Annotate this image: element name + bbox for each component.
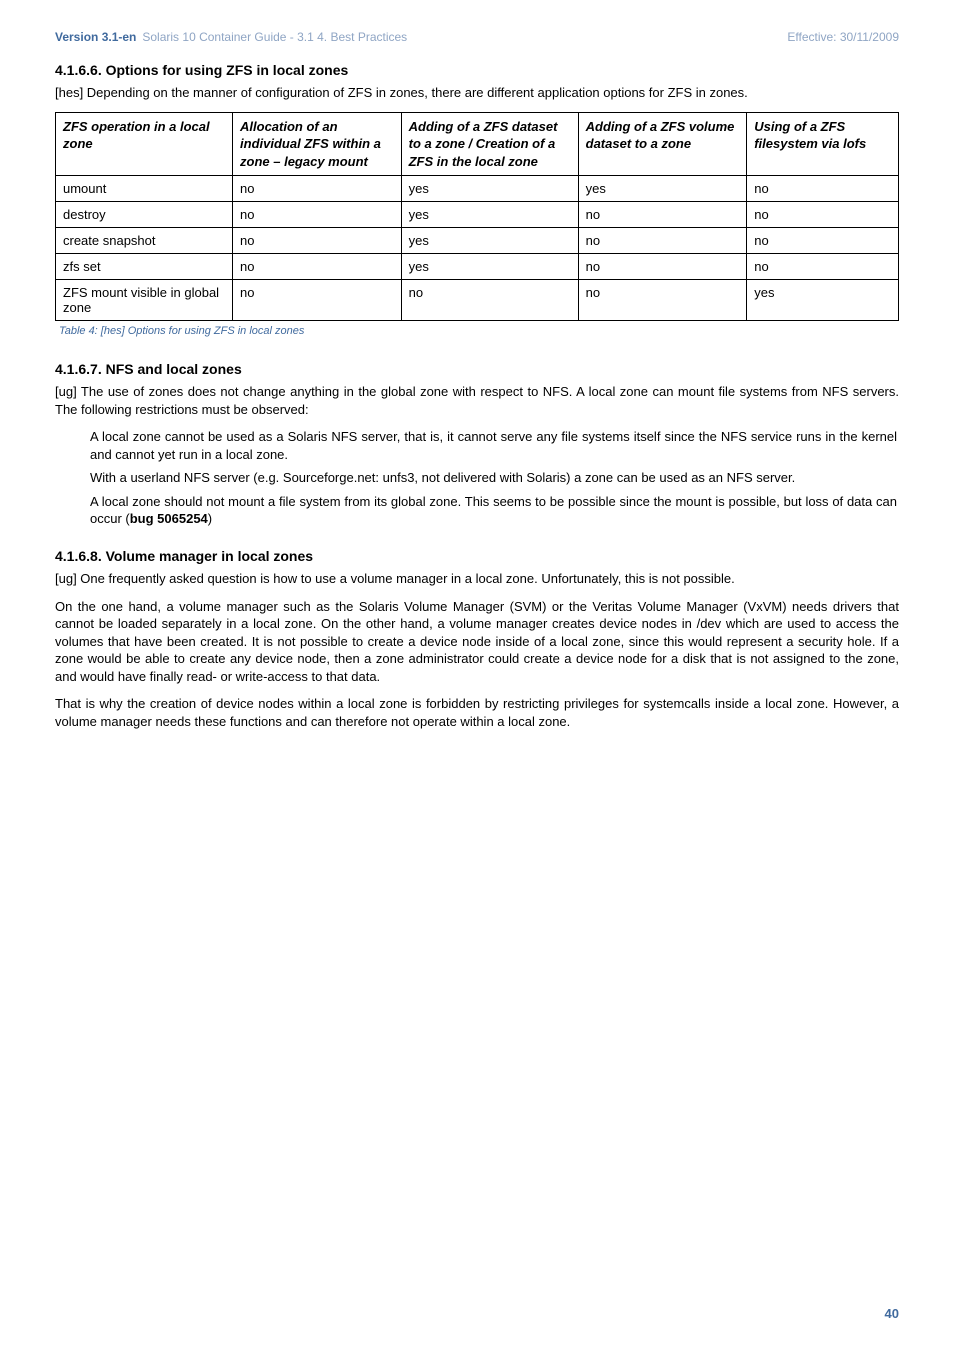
page: Version 3.1-en Solaris 10 Container Guid… [0,0,954,1351]
table-cell: yes [747,280,899,321]
table-cell: yes [401,202,578,228]
section-4168-title: 4.1.6.8. Volume manager in local zones [55,548,899,564]
section-4167-bullets: A local zone cannot be used as a Solaris… [90,428,897,528]
table-header-cell: Adding of a ZFS dataset to a zone / Crea… [401,112,578,176]
bullet-tail: ) [208,511,212,526]
table-cell: no [233,176,402,202]
header-left: Version 3.1-en Solaris 10 Container Guid… [55,30,407,44]
table-header-cell: ZFS operation in a local zone [56,112,233,176]
table-row: create snapshot no yes no no [56,228,899,254]
table-cell: yes [401,176,578,202]
bullet-item: With a userland NFS server (e.g. Sourcef… [90,469,897,487]
header-effective-date: Effective: 30/11/2009 [787,30,899,44]
table-cell: no [233,254,402,280]
table-cell: no [578,228,747,254]
table-cell: yes [401,254,578,280]
table-row: ZFS mount visible in global zone no no n… [56,280,899,321]
bullet-item: A local zone cannot be used as a Solaris… [90,428,897,463]
table-cell: destroy [56,202,233,228]
table-row: zfs set no yes no no [56,254,899,280]
bug-reference: bug 5065254 [130,511,208,526]
table-cell: zfs set [56,254,233,280]
header-breadcrumb: Solaris 10 Container Guide - 3.1 4. Best… [142,30,407,44]
table-cell: no [578,202,747,228]
table-cell: no [233,280,402,321]
bullet-item: A local zone should not mount a file sys… [90,493,897,528]
table-cell: no [578,280,747,321]
section-4168-p2: On the one hand, a volume manager such a… [55,598,899,686]
table-cell: umount [56,176,233,202]
table-cell: no [747,228,899,254]
section-4168-p3: That is why the creation of device nodes… [55,695,899,730]
section-4167-title: 4.1.6.7. NFS and local zones [55,361,899,377]
table-header-cell: Using of a ZFS filesystem via lofs [747,112,899,176]
section-4168-p1: [ug] One frequently asked question is ho… [55,570,899,588]
table-cell: no [747,176,899,202]
table-caption: Table 4: [hes] Options for using ZFS in … [59,325,899,337]
table-cell: yes [401,228,578,254]
section-4166-intro: [hes] Depending on the manner of configu… [55,84,899,102]
table-cell: yes [578,176,747,202]
table-cell: no [578,254,747,280]
section-4166-title: 4.1.6.6. Options for using ZFS in local … [55,62,899,78]
table-cell: no [747,202,899,228]
zfs-options-table: ZFS operation in a local zone Allocation… [55,112,899,322]
section-4167-intro: [ug] The use of zones does not change an… [55,383,899,418]
table-header-row: ZFS operation in a local zone Allocation… [56,112,899,176]
table-cell: no [747,254,899,280]
table-header-cell: Allocation of an individual ZFS within a… [233,112,402,176]
table-cell: no [233,202,402,228]
header-version: Version 3.1-en [55,30,136,44]
page-header: Version 3.1-en Solaris 10 Container Guid… [55,30,899,44]
table-cell: ZFS mount visible in global zone [56,280,233,321]
page-number: 40 [885,1306,899,1321]
table-row: destroy no yes no no [56,202,899,228]
table-cell: create snapshot [56,228,233,254]
table-cell: no [233,228,402,254]
table-header-cell: Adding of a ZFS volume dataset to a zone [578,112,747,176]
table-row: umount no yes yes no [56,176,899,202]
table-cell: no [401,280,578,321]
